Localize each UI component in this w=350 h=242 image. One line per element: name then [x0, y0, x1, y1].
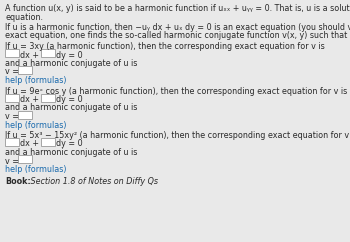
Text: help (formulas): help (formulas): [5, 165, 66, 174]
FancyBboxPatch shape: [5, 138, 19, 146]
Text: Section 1.8 of Notes on Diffy Qs: Section 1.8 of Notes on Diffy Qs: [28, 176, 158, 186]
FancyBboxPatch shape: [41, 138, 55, 146]
Text: If u = 9eˣ cos y (a harmonic function), then the corresponding exact equation fo: If u = 9eˣ cos y (a harmonic function), …: [5, 86, 347, 96]
FancyBboxPatch shape: [41, 49, 55, 57]
Text: dx +: dx +: [20, 139, 39, 149]
FancyBboxPatch shape: [18, 111, 32, 119]
Text: v =: v =: [5, 157, 19, 166]
Text: If u = 3xy (a harmonic function), then the corresponding exact equation for v is: If u = 3xy (a harmonic function), then t…: [5, 42, 325, 51]
FancyBboxPatch shape: [5, 93, 19, 101]
Text: dy = 0: dy = 0: [56, 95, 83, 104]
Text: dy = 0: dy = 0: [56, 51, 83, 60]
Text: A function u(x, y) is said to be a harmonic function if uₓₓ + uᵧᵧ = 0. That is, : A function u(x, y) is said to be a harmo…: [5, 4, 350, 13]
Text: dy = 0: dy = 0: [56, 139, 83, 149]
Text: dx +: dx +: [20, 95, 39, 104]
FancyBboxPatch shape: [41, 93, 55, 101]
Text: If u is a harmonic function, then −uᵧ dx + uₓ dy = 0 is an exact equation (you s: If u is a harmonic function, then −uᵧ dx…: [5, 23, 350, 32]
FancyBboxPatch shape: [5, 49, 19, 57]
Text: If u = 5x³ − 15xy² (a harmonic function), then the corresponding exact equation : If u = 5x³ − 15xy² (a harmonic function)…: [5, 131, 350, 140]
Text: help (formulas): help (formulas): [5, 121, 66, 129]
Text: and a harmonic conjugate of u is: and a harmonic conjugate of u is: [5, 104, 137, 113]
Text: and a harmonic conjugate of u is: and a harmonic conjugate of u is: [5, 148, 137, 157]
FancyBboxPatch shape: [18, 66, 32, 74]
Text: help (formulas): help (formulas): [5, 76, 66, 85]
FancyBboxPatch shape: [18, 155, 32, 163]
Text: exact equation, one finds the so-called harmonic conjugate function v(x, y) such: exact equation, one finds the so-called …: [5, 31, 350, 40]
Text: dx +: dx +: [20, 51, 39, 60]
Text: equation.: equation.: [5, 13, 43, 22]
Text: Book:: Book:: [5, 176, 31, 186]
Text: v =: v =: [5, 68, 19, 76]
Text: v =: v =: [5, 112, 19, 121]
Text: and a harmonic conjugate of u is: and a harmonic conjugate of u is: [5, 59, 137, 68]
